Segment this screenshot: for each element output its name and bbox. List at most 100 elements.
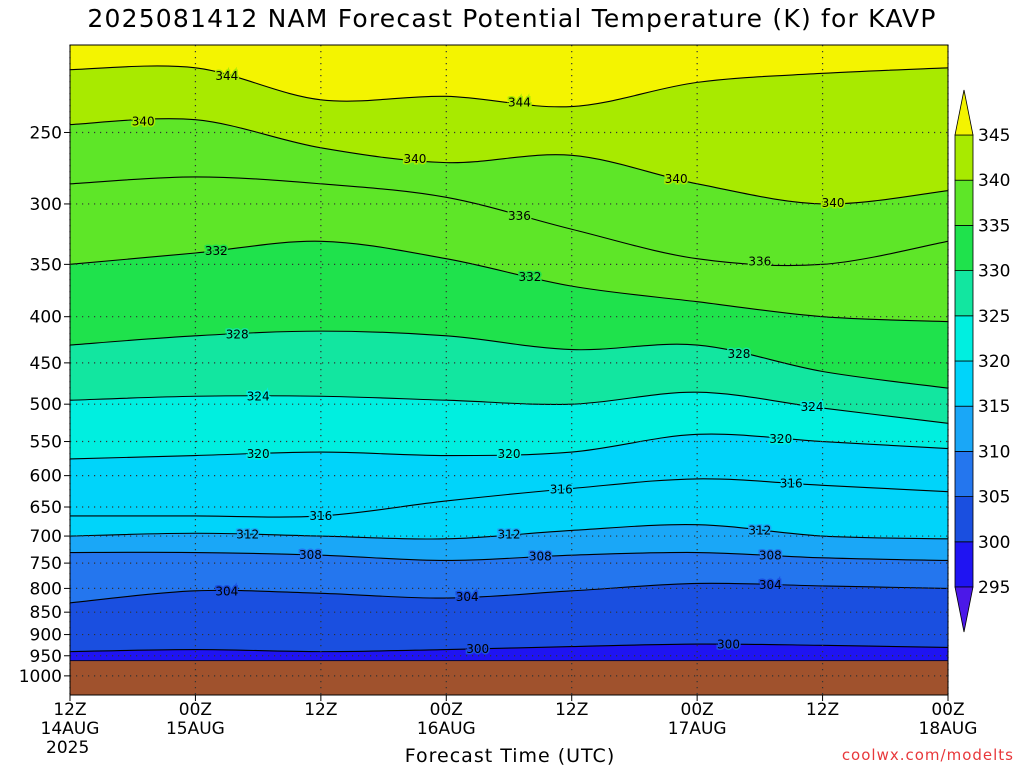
y-tick-label: 250	[30, 123, 62, 143]
contour-320	[70, 433, 948, 460]
contour-label: 304	[456, 590, 479, 604]
x-tick-label: 00Z	[179, 700, 212, 720]
contour-308	[70, 551, 948, 562]
y-tick-label: 600	[30, 467, 62, 487]
contour-label: 320	[769, 432, 792, 446]
y-tick-label: 400	[30, 308, 62, 328]
colorbar-bin-335	[954, 179, 974, 226]
colorbar-tick-label: 295	[978, 578, 1010, 598]
contour-label: 320	[498, 447, 521, 461]
contour-324	[70, 391, 948, 424]
contour-label: 316	[309, 509, 332, 523]
grid-lines	[69, 45, 949, 695]
contour-label: 312	[498, 528, 521, 542]
colorbar: 295 300 305 310 315 320 325 330 335 340 345	[954, 89, 1010, 633]
contour-label: 312	[748, 523, 771, 537]
y-tick-label: 300	[30, 195, 62, 215]
x-tick-label: 17AUG	[668, 719, 727, 739]
contour-332	[70, 240, 948, 323]
x-tick-label: 12Z	[53, 700, 86, 720]
y-tick-label: 900	[30, 626, 62, 646]
contour-labels: 344 344 340 340 340 340 336 336 332 332 328 328 324 3…	[130, 67, 846, 657]
colorbar-tick-label: 310	[978, 442, 1010, 462]
y-tick-label: 650	[30, 498, 62, 518]
contour-label: 328	[727, 347, 750, 361]
contour-label: 304	[759, 578, 782, 592]
contour-328	[70, 330, 948, 389]
colorbar-tick-label: 305	[978, 488, 1010, 508]
colorbar-tick-label: 340	[978, 171, 1010, 191]
y-axis-ticks: 250 300 350 400 450 500 550 600 650 700 750 800 850 9…	[19, 123, 70, 687]
y-tick-label: 800	[30, 579, 62, 599]
colorbar-bin-315	[954, 360, 974, 407]
contour-316	[70, 478, 948, 518]
contour-label: 300	[466, 642, 489, 656]
contour-label: 340	[665, 172, 688, 186]
contour-label: 340	[132, 115, 155, 129]
theta-contour-lines	[70, 65, 948, 653]
x-axis-label: Forecast Time (UTC)	[404, 745, 616, 767]
contour-label: 324	[801, 400, 824, 414]
contour-312	[70, 524, 948, 540]
chart-title: 2025081412 NAM Forecast Potential Temper…	[87, 4, 937, 33]
y-tick-label: 1000	[19, 667, 62, 687]
colorbar-bin-305	[954, 450, 974, 497]
contour-304	[70, 582, 948, 604]
contour-label: 332	[518, 270, 541, 284]
contour-label: 336	[748, 255, 771, 269]
y-tick-label: 500	[30, 395, 62, 415]
colorbar-bin-300	[954, 496, 974, 543]
colorbar-bin-325	[954, 270, 974, 317]
contour-label: 344	[215, 69, 238, 83]
colorbar-bin-330	[954, 224, 974, 271]
x-tick-label: 16AUG	[417, 719, 476, 739]
x-tick-label: 00Z	[681, 700, 714, 720]
contour-label: 308	[299, 548, 322, 562]
x-tick-label: 00Z	[430, 700, 463, 720]
contour-label: 316	[550, 483, 573, 497]
colorbar-bin-310	[954, 405, 974, 452]
ground-fill	[69, 660, 949, 696]
colorbar-tick-label: 320	[978, 352, 1010, 372]
colorbar-bin-340	[954, 134, 974, 181]
contour-label: 300	[717, 637, 740, 651]
plot-frame	[69, 44, 949, 696]
contour-label: 332	[205, 244, 228, 258]
x-tick-label: 12Z	[304, 700, 337, 720]
contour-340	[70, 118, 948, 205]
x-tick-label: 12Z	[555, 700, 588, 720]
colorbar-tick-label: 335	[978, 216, 1010, 236]
colorbar-min-arrow	[954, 586, 974, 633]
ground-surface	[69, 660, 949, 696]
contour-label: 312	[236, 527, 259, 541]
x-tick-label: 2025	[46, 738, 89, 758]
colorbar-tick-label: 325	[978, 307, 1010, 327]
x-tick-label: 14AUG	[41, 719, 100, 739]
colorbar-max-arrow	[954, 89, 974, 136]
colorbar-tick-label: 330	[978, 262, 1010, 282]
colorbar-bin-320	[954, 315, 974, 362]
y-tick-label: 850	[30, 603, 62, 623]
contour-label: 344	[508, 95, 531, 109]
colorbar-bin-295	[954, 541, 974, 588]
theta-color-bands	[70, 45, 948, 695]
contour-label: 304	[215, 584, 238, 598]
contour-label: 336	[508, 209, 531, 223]
y-tick-label: 350	[30, 255, 62, 275]
contour-label: 340	[403, 152, 426, 166]
y-tick-label: 550	[30, 433, 62, 453]
colorbar-tick-label: 300	[978, 533, 1010, 553]
contour-label: 308	[529, 550, 552, 564]
colorbar-tick-label: 345	[978, 126, 1010, 146]
credit-link[interactable]: coolwx.com/modelts	[841, 746, 1014, 764]
x-tick-label: 15AUG	[166, 719, 225, 739]
contour-336	[70, 176, 948, 267]
contour-label: 328	[226, 327, 249, 341]
contour-label: 324	[247, 389, 270, 403]
x-tick-label: 00Z	[931, 700, 964, 720]
contour-300	[70, 643, 948, 653]
y-tick-label: 950	[30, 647, 62, 667]
x-tick-label: 12Z	[806, 700, 839, 720]
